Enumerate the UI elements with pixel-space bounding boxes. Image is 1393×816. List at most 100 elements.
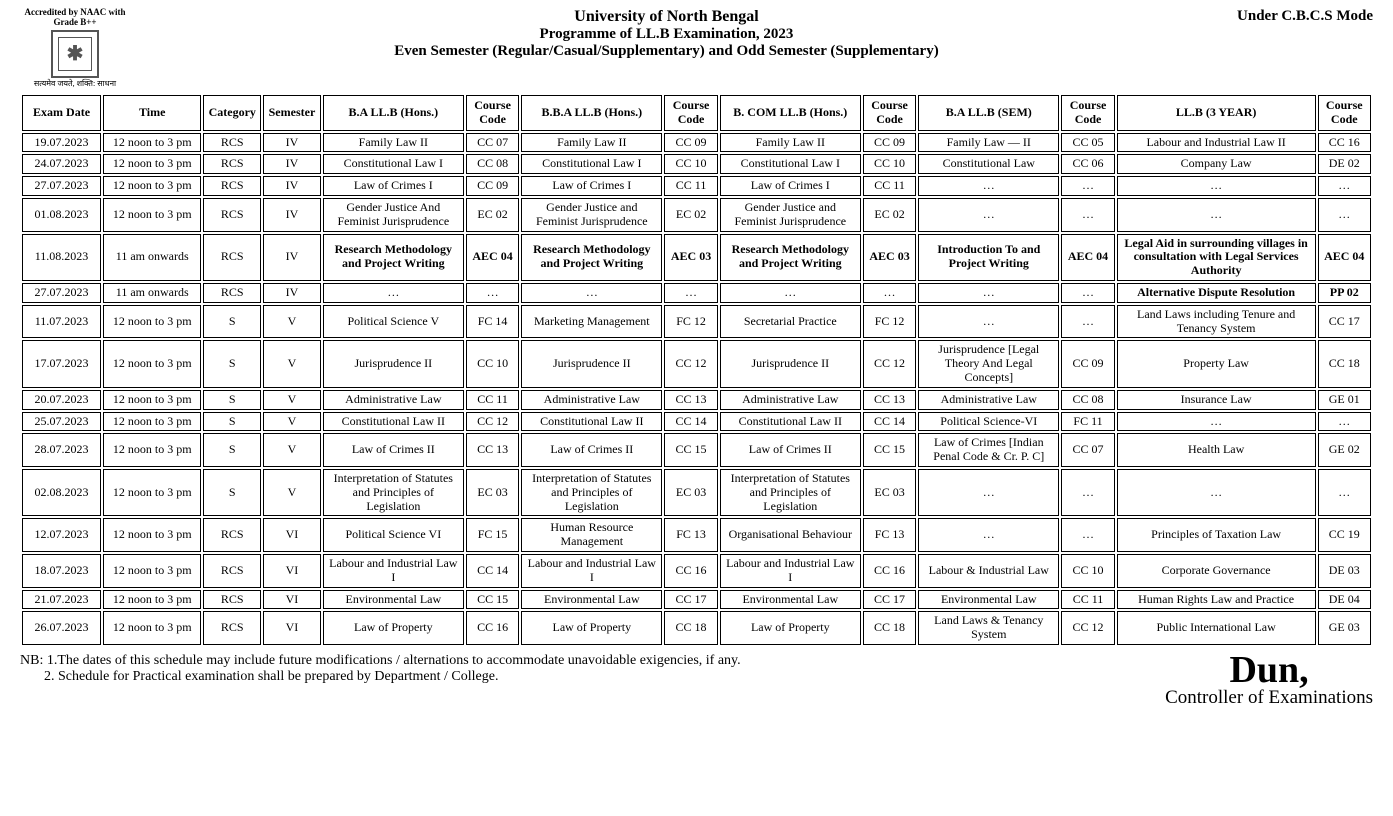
table-cell: CC 16 bbox=[664, 554, 717, 588]
table-cell: S bbox=[203, 469, 261, 516]
table-cell: Constitutional Law I bbox=[521, 154, 662, 174]
table-row: 11.08.202311 am onwardsRCSIVResearch Met… bbox=[22, 234, 1371, 281]
table-row: 12.07.202312 noon to 3 pmRCSVIPolitical … bbox=[22, 518, 1371, 552]
table-cell: EC 03 bbox=[664, 469, 717, 516]
table-cell: GE 02 bbox=[1318, 433, 1372, 467]
table-cell: AEC 03 bbox=[863, 234, 916, 281]
table-cell: Research Methodology and Project Writing bbox=[521, 234, 662, 281]
table-cell: … bbox=[1061, 305, 1114, 339]
table-cell: Law of Property bbox=[720, 611, 861, 645]
accreditation-block: Accredited by NAAC with Grade B++ ✱ सत्य… bbox=[20, 8, 130, 89]
table-cell: CC 12 bbox=[863, 340, 916, 387]
table-cell: Organisational Behaviour bbox=[720, 518, 861, 552]
table-cell: Jurisprudence [Legal Theory And Legal Co… bbox=[918, 340, 1059, 387]
table-cell: … bbox=[1117, 412, 1316, 432]
table-cell: 12 noon to 3 pm bbox=[103, 154, 201, 174]
table-cell: Gender Justice And Feminist Jurisprudenc… bbox=[323, 198, 464, 232]
table-cell: Interpretation of Statutes and Principle… bbox=[521, 469, 662, 516]
table-cell: IV bbox=[263, 283, 321, 303]
table-cell: RCS bbox=[203, 154, 261, 174]
table-cell: RCS bbox=[203, 518, 261, 552]
table-cell: Family Law — II bbox=[918, 133, 1059, 153]
table-cell: CC 06 bbox=[1061, 154, 1114, 174]
table-cell: 11.07.2023 bbox=[22, 305, 101, 339]
table-cell: CC 14 bbox=[863, 412, 916, 432]
table-cell: VI bbox=[263, 611, 321, 645]
table-cell: FC 11 bbox=[1061, 412, 1114, 432]
table-cell: GE 01 bbox=[1318, 390, 1372, 410]
table-cell: FC 12 bbox=[664, 305, 717, 339]
table-cell: Law of Crimes II bbox=[521, 433, 662, 467]
table-cell: 12 noon to 3 pm bbox=[103, 518, 201, 552]
table-cell: CC 11 bbox=[1061, 590, 1114, 610]
table-cell: Company Law bbox=[1117, 154, 1316, 174]
university-logo: ✱ bbox=[51, 30, 99, 78]
col-header: Course Code bbox=[1061, 95, 1114, 131]
table-cell: CC 13 bbox=[466, 433, 519, 467]
table-row: 02.08.202312 noon to 3 pmSVInterpretatio… bbox=[22, 469, 1371, 516]
table-cell: 24.07.2023 bbox=[22, 154, 101, 174]
table-cell: CC 15 bbox=[466, 590, 519, 610]
table-cell: 27.07.2023 bbox=[22, 283, 101, 303]
table-cell: EC 02 bbox=[466, 198, 519, 232]
table-cell: … bbox=[720, 283, 861, 303]
table-cell: CC 13 bbox=[863, 390, 916, 410]
table-cell: 25.07.2023 bbox=[22, 412, 101, 432]
table-cell: V bbox=[263, 469, 321, 516]
table-cell: DE 04 bbox=[1318, 590, 1372, 610]
table-cell: CC 11 bbox=[664, 176, 717, 196]
table-cell: CC 08 bbox=[466, 154, 519, 174]
signature-icon: Dun, bbox=[1165, 653, 1373, 687]
semester-info: Even Semester (Regular/Casual/Supplement… bbox=[130, 43, 1203, 60]
table-cell: RCS bbox=[203, 554, 261, 588]
table-cell: CC 11 bbox=[863, 176, 916, 196]
table-cell: S bbox=[203, 305, 261, 339]
table-cell: Constitutional Law I bbox=[323, 154, 464, 174]
table-cell: Legal Aid in surrounding villages in con… bbox=[1117, 234, 1316, 281]
table-body: 19.07.202312 noon to 3 pmRCSIVFamily Law… bbox=[22, 133, 1371, 645]
table-cell: EC 03 bbox=[466, 469, 519, 516]
table-cell: 18.07.2023 bbox=[22, 554, 101, 588]
table-row: 27.07.202311 am onwardsRCSIV……………………Alte… bbox=[22, 283, 1371, 303]
table-cell: … bbox=[323, 283, 464, 303]
table-cell: Environmental Law bbox=[323, 590, 464, 610]
table-cell: VI bbox=[263, 590, 321, 610]
table-cell: Political Science VI bbox=[323, 518, 464, 552]
table-cell: RCS bbox=[203, 234, 261, 281]
table-cell: Secretarial Practice bbox=[720, 305, 861, 339]
table-cell: Gender Justice and Feminist Jurisprudenc… bbox=[720, 198, 861, 232]
table-cell: 21.07.2023 bbox=[22, 590, 101, 610]
table-row: 27.07.202312 noon to 3 pmRCSIVLaw of Cri… bbox=[22, 176, 1371, 196]
university-name: University of North Bengal bbox=[130, 8, 1203, 26]
table-cell: AEC 04 bbox=[1061, 234, 1114, 281]
table-cell: FC 12 bbox=[863, 305, 916, 339]
table-cell: Administrative Law bbox=[918, 390, 1059, 410]
table-cell: 12 noon to 3 pm bbox=[103, 340, 201, 387]
col-header: Course Code bbox=[863, 95, 916, 131]
table-cell: CC 18 bbox=[863, 611, 916, 645]
table-cell: CC 07 bbox=[466, 133, 519, 153]
table-cell: Introduction To and Project Writing bbox=[918, 234, 1059, 281]
table-cell: V bbox=[263, 390, 321, 410]
table-cell: Law of Property bbox=[323, 611, 464, 645]
exam-schedule-table: Exam DateTimeCategorySemesterB.A LL.B (H… bbox=[20, 93, 1373, 647]
table-cell: DE 03 bbox=[1318, 554, 1372, 588]
table-cell: … bbox=[918, 176, 1059, 196]
table-cell: RCS bbox=[203, 283, 261, 303]
table-cell: 12 noon to 3 pm bbox=[103, 590, 201, 610]
table-cell: V bbox=[263, 412, 321, 432]
table-cell: Labour and Industrial Law I bbox=[720, 554, 861, 588]
table-cell: Land Laws & Tenancy System bbox=[918, 611, 1059, 645]
table-cell: CC 19 bbox=[1318, 518, 1372, 552]
table-cell: Property Law bbox=[1117, 340, 1316, 387]
table-row: 17.07.202312 noon to 3 pmSVJurisprudence… bbox=[22, 340, 1371, 387]
table-cell: CC 12 bbox=[1061, 611, 1114, 645]
table-cell: 27.07.2023 bbox=[22, 176, 101, 196]
table-cell: Land Laws including Tenure and Tenancy S… bbox=[1117, 305, 1316, 339]
table-cell: FC 13 bbox=[664, 518, 717, 552]
table-cell: 11 am onwards bbox=[103, 283, 201, 303]
table-cell: CC 13 bbox=[664, 390, 717, 410]
table-cell: 12 noon to 3 pm bbox=[103, 554, 201, 588]
table-cell: RCS bbox=[203, 176, 261, 196]
table-cell: DE 02 bbox=[1318, 154, 1372, 174]
